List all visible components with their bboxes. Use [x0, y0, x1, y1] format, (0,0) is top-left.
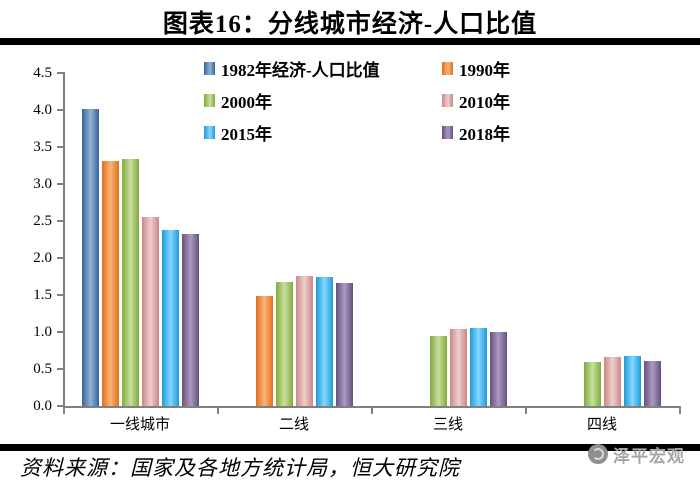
y-axis-tick-label: 4.5 [33, 65, 52, 81]
y-axis-tick [57, 183, 63, 185]
y-axis-tick-label: 3.0 [33, 176, 52, 192]
legend-label: 2010年 [459, 93, 510, 112]
legend-item: 1990年 [442, 56, 510, 81]
x-axis-tick [371, 407, 373, 414]
bar-2018年 [643, 361, 661, 406]
source-note: 资料来源：国家及各地方统计局，恒大研究院 [20, 456, 460, 480]
x-axis-category-label: 一线城市 [109, 417, 170, 433]
legend-swatch-icon [442, 126, 453, 139]
y-axis-tick [57, 294, 63, 296]
y-axis-tick [57, 72, 63, 74]
y-axis-tick-label: 4.0 [33, 102, 52, 118]
bar-2000年 [275, 282, 293, 406]
x-axis-tick [525, 407, 527, 414]
bar-2015年 [469, 328, 487, 406]
legend-swatch-icon [204, 62, 215, 75]
watermark-label: 泽平宏观 [613, 446, 685, 466]
bar-2015年 [315, 277, 333, 406]
legend-swatch-icon [204, 126, 215, 139]
y-axis-tick [57, 331, 63, 333]
y-axis-tick [57, 220, 63, 222]
legend-label: 2018年 [459, 125, 510, 144]
chart-title: 图表16：分线城市经济-人口比值 [162, 11, 538, 38]
y-axis-tick-label: 1.5 [33, 287, 52, 303]
legend-swatch-icon [442, 62, 453, 75]
title-divider-rule [0, 38, 700, 45]
legend-label: 1990年 [459, 61, 510, 80]
brand-logo-icon [588, 444, 608, 464]
y-axis-tick-label: 0.5 [33, 361, 52, 377]
bar-2015年 [623, 356, 641, 406]
bar-2018年 [489, 332, 507, 406]
bar-2010年 [141, 217, 159, 406]
bar-2000年 [429, 336, 447, 406]
bar-2015年 [161, 230, 179, 406]
y-axis-tick [57, 109, 63, 111]
legend-item: 2000年 [204, 88, 442, 113]
legend-item: 2010年 [442, 88, 510, 113]
y-axis-tick [57, 405, 63, 407]
x-axis-tick [63, 407, 65, 414]
bar-1990年 [101, 161, 119, 406]
y-axis-tick-label: 0.0 [33, 398, 52, 414]
y-axis-tick [57, 368, 63, 370]
y-axis-tick-label: 3.5 [33, 139, 52, 155]
bar-group-1 [63, 73, 217, 406]
bar-group-2 [217, 73, 371, 406]
x-axis-category-label: 二线 [278, 417, 309, 433]
y-axis-tick-label: 2.5 [33, 213, 52, 229]
x-axis-tick [679, 407, 681, 414]
y-axis-tick [57, 257, 63, 259]
y-axis-tick-label: 2.0 [33, 250, 52, 266]
y-axis-line [63, 72, 65, 408]
legend-label: 1982年经济-人口比值 [221, 61, 380, 80]
legend-item: 1982年经济-人口比值 [204, 56, 442, 81]
legend-swatch-icon [204, 94, 215, 107]
legend-swatch-icon [442, 94, 453, 107]
bar-group-3 [371, 73, 525, 406]
x-axis-tick [217, 407, 219, 414]
legend-label: 2000年 [221, 93, 272, 112]
bar-2010年 [603, 357, 621, 406]
bar-2000年 [121, 159, 139, 406]
bar-2010年 [449, 329, 467, 406]
watermark: 泽平宏观 [588, 441, 685, 467]
bar-2018年 [181, 234, 199, 406]
y-axis-tick-label: 1.0 [33, 324, 52, 340]
y-axis-tick [57, 146, 63, 148]
bar-1982年经济-人口比值 [81, 109, 99, 406]
legend-label: 2015年 [221, 125, 272, 144]
bar-2010年 [295, 276, 313, 406]
legend-item: 2018年 [442, 120, 510, 145]
x-axis-category-label: 三线 [432, 417, 463, 433]
footer-divider-rule [0, 444, 700, 451]
legend-item: 2015年 [204, 120, 442, 145]
bar-1990年 [255, 296, 273, 406]
bar-2000年 [583, 362, 601, 406]
bar-group-4 [525, 73, 679, 406]
x-axis-category-label: 四线 [586, 417, 617, 433]
chart-legend: 1982年经济-人口比值 1990年 2000年 2010年 2015年 2018年 [204, 56, 510, 145]
bar-2018年 [335, 283, 353, 406]
